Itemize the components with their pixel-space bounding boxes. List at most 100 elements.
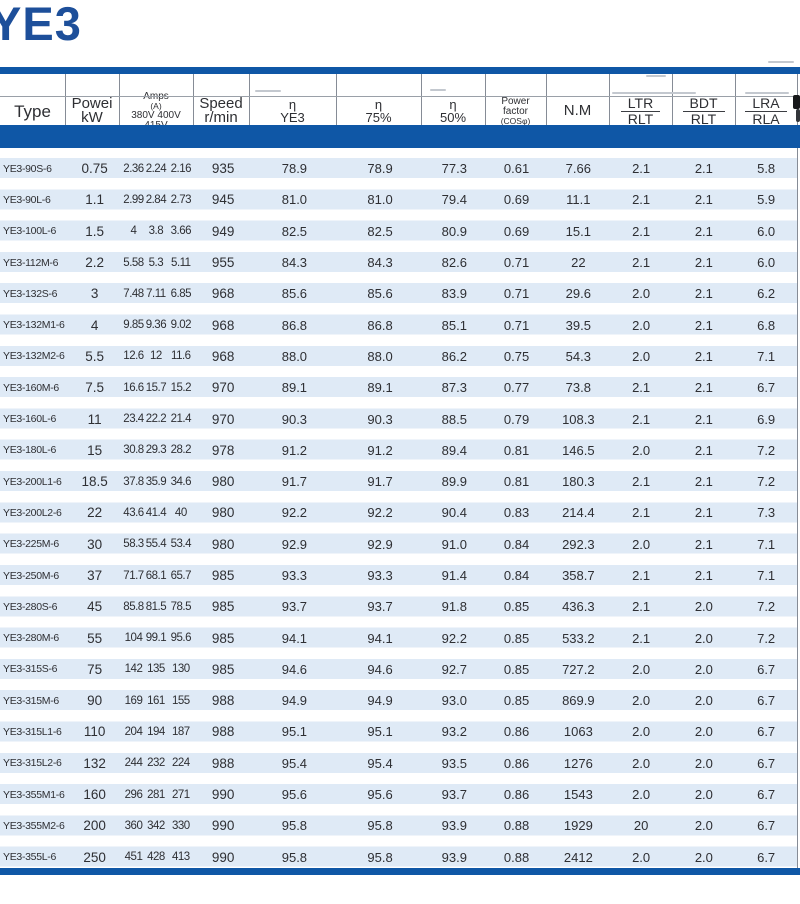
cell-ltr-rlt: 2.0 [632, 442, 651, 458]
cell-nm: 214.4 [562, 505, 595, 521]
cell-power-factor: 0.79 [503, 411, 530, 427]
cell-speed: 980 [211, 536, 235, 552]
cell-type: YE3-315M-6 [3, 694, 59, 707]
cell-power-factor: 0.84 [503, 568, 530, 583]
cell-eta-50: 85.1 [441, 317, 467, 333]
cell-amps-400v: 135 [147, 663, 165, 676]
cell-eta-50: 91.0 [441, 536, 467, 552]
cell-bdt-rlt: 2.1 [694, 474, 713, 490]
cell-ltr-rlt: 2.0 [632, 755, 651, 771]
cell-amps-380v: 360 [124, 819, 143, 832]
cell-ltr-rlt: 2.0 [632, 661, 651, 677]
cell-type: YE3-160L-6 [3, 413, 57, 426]
cell-amps-380v: 7.48 [123, 287, 144, 300]
cell-ltr-rlt: 20 [633, 818, 649, 834]
header-eta-ye3-line2: YE3 [280, 110, 305, 125]
cell-eta-ye3: 93.3 [281, 568, 308, 583]
cell-eta-75: 81.0 [367, 192, 393, 208]
cell-amps-380v: 2.99 [123, 193, 144, 206]
table-row: YE3-100L-6 1.5 4 3.8 3.66 949 82.5 82.5 80.9 0.69… [0, 211, 797, 242]
cell-amps-380v: 16.6 [123, 381, 144, 394]
cell-eta-50: 83.9 [441, 286, 467, 302]
scan-smudge [255, 90, 281, 92]
cell-bdt-rlt: 2.0 [694, 630, 713, 646]
cell-amps-380v: 23.4 [123, 413, 144, 426]
cell-power-factor: 0.61 [503, 161, 530, 177]
cell-eta-75: 91.2 [367, 442, 393, 458]
cell-eta-ye3: 91.7 [281, 474, 308, 490]
cell-eta-ye3: 89.1 [281, 380, 308, 396]
cell-amps-415v: 40 [174, 506, 187, 519]
cell-amps-380v: 169 [124, 694, 143, 707]
cell-bdt-rlt: 2.0 [694, 693, 713, 709]
cell-amps-400v: 55.4 [145, 538, 167, 551]
cell-power-factor: 0.75 [503, 348, 530, 364]
cell-power-factor: 0.71 [503, 317, 530, 333]
cell-amps-400v: 161 [147, 694, 165, 707]
cell-eta-75: 95.1 [367, 724, 393, 740]
cell-amps-380v: 85.8 [123, 600, 144, 613]
cell-eta-75: 91.7 [367, 474, 393, 490]
cell-ltr-rlt: 2.0 [632, 693, 651, 709]
cell-eta-75: 94.1 [367, 630, 393, 646]
cell-lra-rla: 6.7 [757, 661, 776, 677]
cell-nm: 11.1 [566, 192, 591, 208]
cell-power-kw: 37 [87, 568, 103, 583]
cell-lra-rla: 7.3 [757, 505, 776, 521]
cell-amps-415v: 21.4 [170, 413, 192, 426]
cell-eta-ye3: 90.3 [281, 411, 308, 427]
header-amps: Amps (A) 380V 400V 415V [119, 91, 193, 130]
cell-power-kw: 75 [87, 661, 103, 677]
cell-bdt-rlt: 2.0 [694, 818, 713, 834]
header-pf-line2: factor [502, 105, 528, 117]
cell-ltr-rlt: 2.1 [632, 223, 651, 239]
cell-amps-415v: 2.73 [170, 193, 192, 206]
table-row: YE3-225M-6 30 58.3 55.4 53.4 980 92.9 92.9 91.0 0… [0, 524, 797, 555]
cell-power-factor: 0.81 [503, 442, 530, 458]
cell-amps-415v: 53.4 [170, 538, 192, 551]
cell-power-factor: 0.81 [503, 474, 530, 490]
header-eta-75-line2: 75% [365, 110, 392, 125]
cell-eta-75: 92.9 [367, 536, 393, 552]
header-lra: LRA [745, 96, 787, 112]
header-blue-band [0, 125, 800, 148]
cell-eta-75: 93.3 [367, 568, 393, 583]
cell-eta-ye3: 85.6 [281, 286, 308, 302]
cell-eta-75: 86.8 [367, 317, 393, 333]
cell-ltr-rlt: 2.1 [632, 474, 651, 490]
cell-eta-50: 80.9 [441, 223, 467, 239]
cell-lra-rla: 7.2 [757, 442, 776, 458]
scan-smudge [612, 92, 696, 94]
cell-eta-75: 92.2 [367, 505, 393, 521]
cell-amps-400v: 342 [147, 819, 165, 832]
header-eta-50-line1: η [449, 97, 457, 112]
cell-lra-rla: 7.1 [757, 568, 776, 583]
cell-nm: 146.5 [562, 442, 595, 458]
cell-amps-380v: 43.6 [123, 506, 144, 519]
cell-lra-rla: 6.7 [757, 724, 776, 740]
cell-amps-380v: 12.6 [123, 350, 144, 363]
cell-power-kw: 0.75 [81, 161, 108, 177]
cell-eta-75: 95.8 [367, 818, 393, 834]
cell-amps-380v: 30.8 [123, 444, 144, 457]
cell-speed: 990 [211, 818, 235, 834]
cell-power-factor: 0.71 [503, 286, 530, 302]
cell-lra-rla: 6.7 [757, 693, 776, 709]
cell-amps-400v: 2.84 [145, 193, 167, 206]
cell-lra-rla: 7.2 [757, 474, 776, 490]
cell-nm: 869.9 [562, 693, 595, 709]
cell-power-factor: 0.86 [503, 755, 530, 771]
cell-type: YE3-160M-6 [3, 381, 59, 394]
cell-lra-rla: 6.7 [757, 787, 776, 803]
cell-power-factor: 0.77 [503, 380, 530, 396]
cell-nm: 7.66 [565, 161, 591, 177]
cell-power-factor: 0.69 [503, 192, 530, 208]
cell-amps-400v: 41.4 [145, 506, 167, 519]
header-type-label: Type [14, 101, 51, 121]
cell-power-factor: 0.88 [503, 818, 530, 834]
cell-amps-415v: 271 [171, 788, 190, 801]
cell-amps-415v: 11.6 [171, 350, 191, 363]
cell-ltr-rlt: 2.1 [632, 255, 651, 271]
cell-eta-75: 78.9 [367, 161, 393, 177]
header-inner-rule [0, 96, 797, 97]
